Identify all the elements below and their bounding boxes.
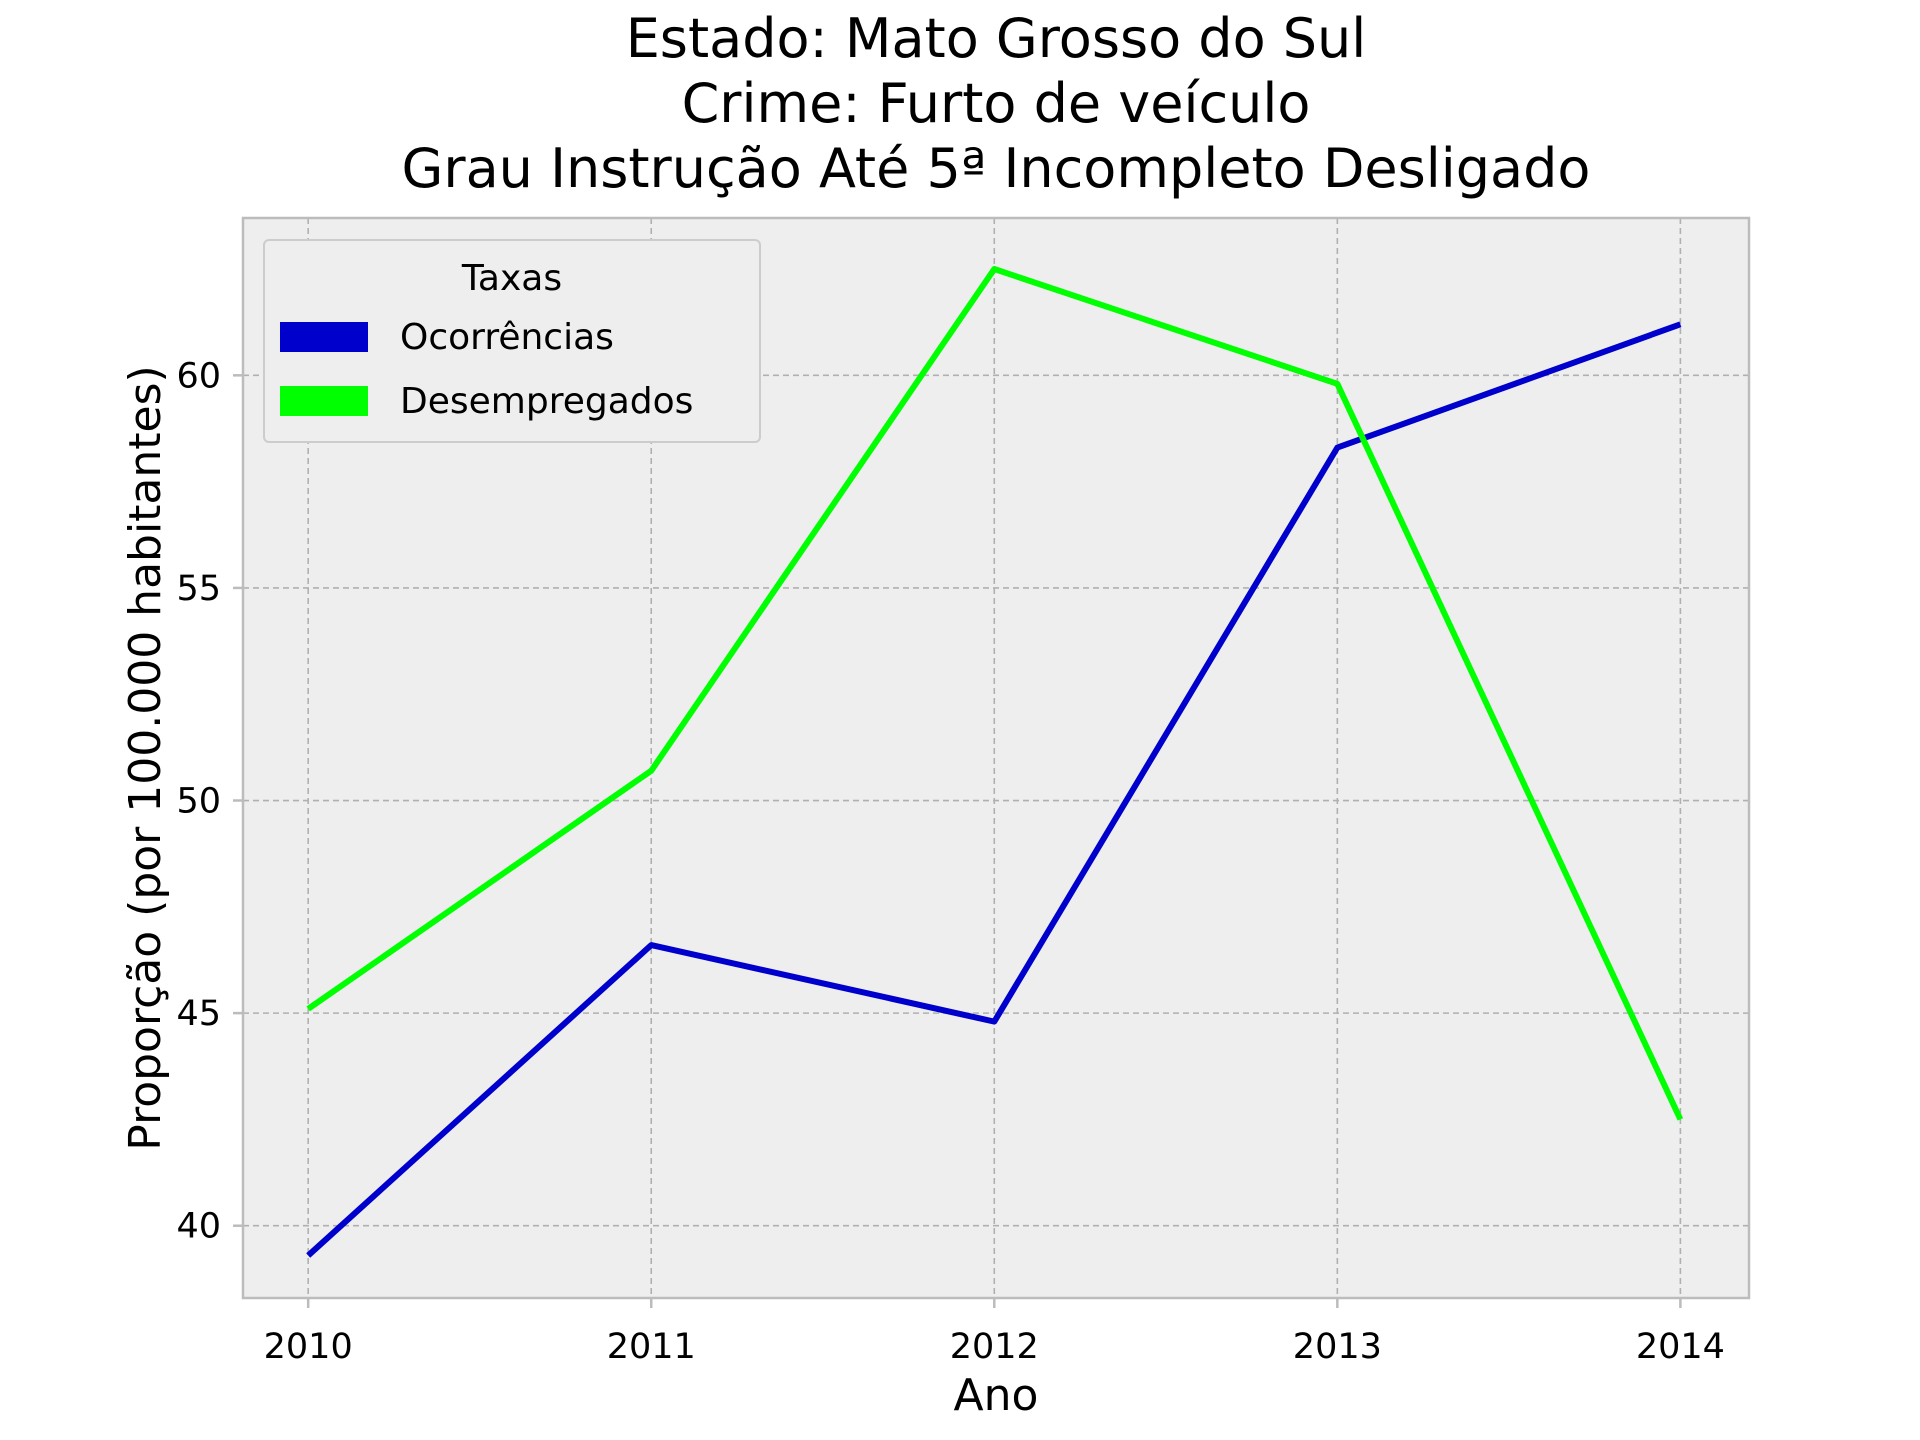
x-tick-label: 2013 [1293,1327,1382,1367]
y-axis-ticks: 40 45 50 55 60 [176,356,243,1247]
series-lines [306,266,1684,1258]
plot-frame [241,216,1751,1300]
x-axis-ticks: 2010 2011 2012 2013 2014 [264,1298,1725,1367]
y-axis-label: Proporção (por 100.000 habitantes) [120,365,171,1150]
legend-label-1: Desempregados [400,381,693,422]
x-tick-label: 2014 [1636,1327,1725,1367]
x-tick-label: 2012 [950,1327,1039,1367]
legend-swatch-0 [280,322,368,352]
x-axis-label: Ano [954,1370,1039,1421]
legend-frame [263,239,761,443]
chart-title-line-3: Grau Instrução Até 5ª Incompleto Desliga… [402,137,1591,200]
chart-title-line-2: Crime: Furto de veículo [682,72,1311,135]
y-tick-label: 45 [176,994,221,1034]
chart-title-line-1: Estado: Mato Grosso do Sul [626,7,1367,70]
x-tick-label: 2011 [607,1327,696,1367]
series-line-1 [306,266,1684,1121]
legend-items: Ocorrências Desempregados [280,317,693,422]
y-tick-label: 50 [176,782,221,822]
legend: Taxas Ocorrências Desempregados [263,239,761,443]
y-tick-label: 60 [176,356,221,396]
chart-title: Estado: Mato Grosso do Sul Crime: Furto … [402,7,1591,200]
y-tick-label: 55 [176,569,221,609]
legend-label-0: Ocorrências [400,317,614,358]
grid-lines [243,218,1749,1298]
series-line-0 [306,321,1682,1258]
y-tick-label: 40 [176,1207,221,1247]
legend-swatch-1 [280,386,368,416]
legend-title: Taxas [461,258,562,299]
x-tick-label: 2010 [264,1327,353,1367]
